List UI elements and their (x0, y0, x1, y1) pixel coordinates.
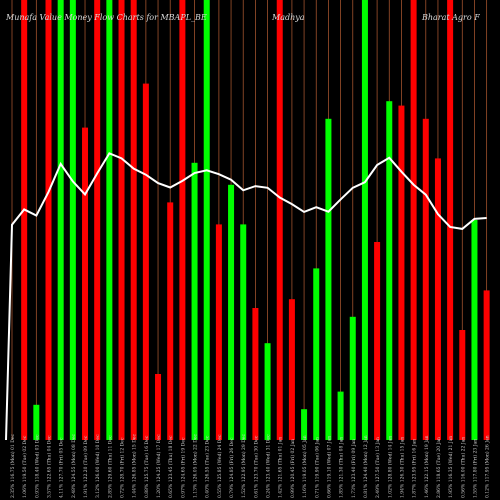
bar-28 (349, 316, 356, 440)
bar-21 (264, 343, 271, 440)
bar-2 (33, 404, 40, 440)
bar-32 (398, 105, 405, 440)
bar-5 (69, 0, 76, 440)
x-tick-label: 2.35% 116.75 (Mon) 01 Dec (9, 434, 16, 498)
bar-19 (240, 224, 247, 440)
bar-36 (447, 0, 454, 440)
bar-9 (118, 0, 125, 440)
bar-24 (301, 409, 308, 440)
x-tick-label: 0.66% 119.10 (Wed) 07 Jan (325, 436, 332, 498)
bar-38 (471, 220, 478, 440)
x-tick-label: 0.79% 124.85 (Fri) 26 Dec (228, 437, 235, 498)
x-tick-label: 1.13% 126.05 (Mon) 22 Dec (192, 434, 199, 498)
x-tick-label: 0.99% 120.45 (Fri) 02 Jan (289, 439, 296, 498)
bar-33 (410, 0, 417, 440)
bar-11 (142, 83, 149, 440)
bar-30 (374, 242, 381, 440)
bar-26 (325, 118, 332, 441)
x-tick-label: 0.81% 124.40 (Mon) 12 Jan (362, 435, 369, 498)
bar-13 (167, 202, 174, 440)
x-tick-label: 1.06% 119.50 (Tue) 02 Dec (21, 435, 28, 498)
chart-title-company-cont: Bharat Agro F (421, 13, 480, 22)
x-tick-label: 1.55% 117.80 (Fri) 23 Jan (471, 439, 478, 498)
x-tick-label: 0.97% 124.65 (Fri) 19 Dec (179, 437, 186, 498)
chart-title-main: Munafa Value Money Flow Charts for MBAPL… (5, 13, 207, 22)
bar-37 (459, 330, 466, 440)
chart-title: Munafa Value Money Flow Charts for MBAPL… (5, 13, 480, 22)
x-tick-label: 1.85% 121.30 (Thu) 08 Jan (338, 437, 345, 498)
x-tick-label: 1.94% 126.30 (Thu) 15 Jan (398, 437, 405, 498)
x-tick-label: 1.02% 128.80 (Wed) 14 Jan (386, 436, 393, 498)
x-tick-label: 0.71% 119.90 (Tue) 06 Jan (313, 437, 320, 498)
x-tick-label: 1.44% 126.85 (Mon) 15 Dec (131, 434, 138, 498)
bar-12 (155, 374, 162, 440)
x-tick-label: 1.73% 123.40 (Fri) 09 Jan (350, 439, 357, 498)
bar-14 (179, 0, 186, 440)
x-tick-label: 0.61% 123.70 (Tue) 30 Dec (252, 435, 259, 498)
x-tick-label: 0.24% 123.40 (Wed) 31 Dec (265, 434, 272, 498)
x-tick-label: 2.49% 127.50 (Tue) 13 Jan (374, 437, 381, 498)
x-tick-label: 1.46% 122.15 (Mon) 19 Jan (423, 435, 430, 498)
x-tick-label: 0.65% 123.45 (Thu) 18 Dec (167, 435, 174, 498)
x-tick-label: 0.40% 126.55 (Tue) 23 Dec (204, 435, 211, 498)
bar-25 (313, 268, 320, 440)
bar-39 (483, 290, 490, 440)
x-tick-label: 0.88% 125.75 (Tue) 16 Dec (143, 435, 150, 498)
bar-27 (337, 391, 344, 440)
chart-title-company: Madhya (271, 13, 305, 22)
x-tick-label: 0.55% 125.85 (Wed) 24 Dec (216, 434, 223, 498)
x-tick-label: 0.93% 118.40 (Wed) 03 Dec (33, 434, 40, 498)
bar-8 (106, 0, 113, 440)
x-tick-label: 1.95% 116.35 (Wed) 21 Jan (447, 436, 454, 498)
x-tick-label: 0.72% 128.70 (Fri) 12 Dec (119, 437, 126, 498)
x-tick-label: 4.11% 127.70 (Fri) 05 Dec (58, 437, 65, 498)
x-tick-label: 1.91% 122.20 (Tue) 09 Dec (82, 435, 89, 498)
x-tick-label: 1.16% 119.05 (Mon) 05 Jan (301, 435, 308, 498)
bar-16 (203, 0, 210, 440)
bar-35 (434, 158, 441, 440)
bar-1 (21, 0, 28, 440)
x-tick-labels: 2.35% 116.75 (Mon) 01 Dec 1.06% 119.50 (T… (9, 434, 491, 498)
bar-29 (361, 0, 368, 440)
bar-31 (386, 101, 393, 440)
bar-10 (130, 0, 137, 440)
x-tick-label: 1.52% 122.95 (Mon) 29 Dec (240, 434, 247, 498)
bar-18 (228, 184, 235, 440)
bar-4 (57, 0, 64, 440)
price-line (5, 152, 487, 441)
bar-20 (252, 308, 259, 440)
x-tick-label: 2.86% 118.65 (Tue) 20 Jan (435, 437, 442, 498)
bar-34 (422, 118, 429, 441)
bar-3 (45, 0, 52, 440)
bar-15 (191, 162, 198, 441)
flow-bars (21, 0, 490, 441)
bar-17 (215, 224, 222, 440)
x-tick-label: 1.20% 124.25 (Wed) 17 Dec (155, 434, 162, 498)
bar-22 (276, 0, 283, 440)
x-tick-label: 3.12% 126.00 (Wed) 10 Dec (94, 434, 101, 498)
x-tick-label: 1.42% 121.65 (Thu) 01 Jan (277, 437, 284, 498)
x-tick-label: 3.57% 122.65 (Thu) 04 Dec (46, 435, 53, 498)
x-tick-label: 0.12% 117.95 (Mon) 26 Jan (484, 435, 491, 498)
x-tick-label: 2.85% 129.60 (Thu) 11 Dec (106, 435, 113, 498)
bar-23 (288, 299, 295, 440)
x-tick-label: 2.48% 124.55 (Mon) 08 Dec (70, 434, 77, 498)
bar-7 (94, 0, 101, 440)
bar-6 (82, 127, 89, 440)
x-tick-label: 1.87% 123.95 (Fri) 16 Jan (411, 439, 418, 498)
x-tick-label: 0.56% 116.00 (Thu) 22 Jan (459, 437, 466, 498)
